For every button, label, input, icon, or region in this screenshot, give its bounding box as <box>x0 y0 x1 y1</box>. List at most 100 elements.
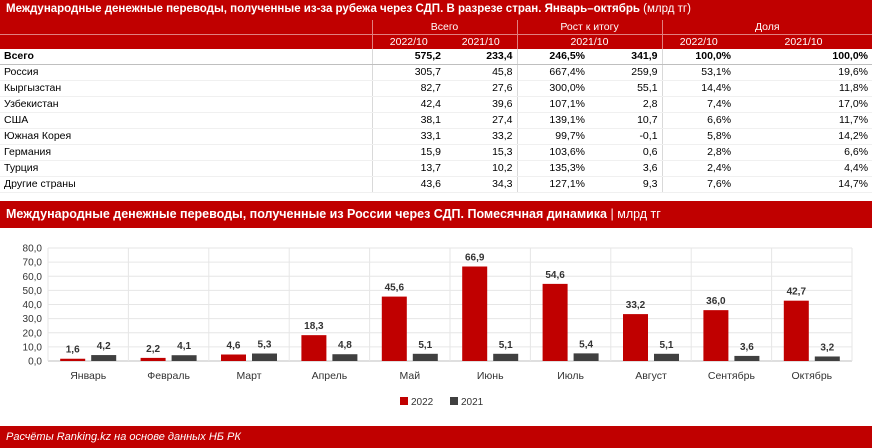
x-tick-label: Октябрь <box>791 370 832 382</box>
chart-title: Международные денежные переводы, получен… <box>6 207 607 221</box>
monthly-bar-chart: 0,0 10,0 20,0 30,0 40,0 50,0 60,0 70,0 80,0 1,6 4,… <box>23 244 853 408</box>
data-label-2021: 5,1 <box>418 340 432 351</box>
table-row: Другие страны 43,6 34,3 127,1% 9,3 7,6% 14,7% <box>0 176 872 193</box>
x-tick-label: Сентябрь <box>708 370 756 382</box>
value-cell: 135,3% <box>516 160 590 177</box>
bar-2021 <box>493 353 519 361</box>
bar-2022 <box>783 300 809 361</box>
value-cell: 27,6 <box>445 80 518 97</box>
data-label-2021: 4,8 <box>338 340 352 351</box>
data-label-2021: 3,2 <box>820 342 834 353</box>
x-tick-label: Февраль <box>147 370 190 382</box>
sub-header: 2021/10 <box>516 34 663 49</box>
y-tick-label: 0,0 <box>28 357 42 368</box>
data-label-2022: 36,0 <box>706 296 726 307</box>
y-tick-label: 50,0 <box>23 286 43 297</box>
bar-2022 <box>140 357 166 361</box>
value-cell: 39,6 <box>445 96 518 113</box>
y-tick-label: 80,0 <box>23 244 43 255</box>
value-cell: 14,7% <box>735 176 872 193</box>
sub-header: 2021/10 <box>445 34 518 49</box>
table-row: Турция 13,7 10,2 135,3% 3,6 2,4% 4,4% <box>0 160 872 177</box>
value-cell: 6,6% <box>735 144 872 161</box>
table-row: Россия 305,7 45,8 667,4% 259,9 53,1% 19,6% <box>0 64 872 81</box>
value-cell: 43,6 <box>371 176 445 193</box>
group-header-growth: Рост к итогу <box>516 20 663 35</box>
bar-2022 <box>301 335 327 361</box>
bar-2022 <box>703 310 729 361</box>
x-tick-label: Май <box>400 370 421 382</box>
value-cell: 341,9 <box>589 49 663 65</box>
bar-2022 <box>60 358 86 361</box>
value-cell: 7,4% <box>661 96 736 113</box>
group-header-share: Доля <box>661 20 872 35</box>
y-tick-label: 60,0 <box>23 272 43 283</box>
data-label-2021: 5,1 <box>660 340 674 351</box>
value-cell: 7,6% <box>661 176 736 193</box>
table-row: Южная Корея 33,1 33,2 99,7% -0,1 5,8% 14,2% <box>0 128 872 145</box>
chart-title-bar: Международные денежные переводы, получен… <box>0 201 872 228</box>
x-tick-label: Апрель <box>312 370 348 382</box>
table-row: Узбекистан 42,4 39,6 107,1% 2,8 7,4% 17,0% <box>0 96 872 113</box>
y-tick-label: 40,0 <box>23 300 43 311</box>
data-label-2022: 45,6 <box>385 283 405 294</box>
value-cell: 100,0% <box>661 49 736 65</box>
bar-2021 <box>332 354 358 361</box>
x-tick-label: Март <box>236 370 261 382</box>
country-cell: Германия <box>0 144 372 161</box>
value-cell: 246,5% <box>516 49 590 65</box>
country-cell: Россия <box>0 64 372 81</box>
value-cell: 127,1% <box>516 176 590 193</box>
data-label-2022: 4,6 <box>227 341 241 352</box>
value-cell: 17,0% <box>735 96 872 113</box>
y-tick-label: 20,0 <box>23 328 43 339</box>
sub-header: 2021/10 <box>735 34 872 49</box>
bar-2021 <box>412 353 438 361</box>
value-cell: 2,4% <box>661 160 736 177</box>
x-tick-label: Июль <box>557 370 584 382</box>
value-cell: 9,3 <box>589 176 663 193</box>
x-tick-label: Июнь <box>477 370 504 382</box>
value-cell: 10,2 <box>445 160 518 177</box>
country-cell: Другие страны <box>0 176 372 193</box>
bar-2022 <box>542 283 568 361</box>
bar-2021 <box>252 353 277 361</box>
value-cell: 233,4 <box>445 49 518 65</box>
table-title-bar: Международные денежные переводы, получен… <box>0 0 872 20</box>
table-row: США 38,1 27,4 139,1% 10,7 6,6% 11,7% <box>0 112 872 129</box>
x-tick-label: Январь <box>70 370 107 382</box>
value-cell: 139,1% <box>516 112 590 129</box>
country-cell: Южная Корея <box>0 128 372 145</box>
data-label-2021: 3,6 <box>740 342 754 353</box>
x-tick-label: Август <box>635 370 667 382</box>
value-cell: 575,2 <box>371 49 445 65</box>
data-label-2021: 5,1 <box>499 340 513 351</box>
value-cell: -0,1 <box>589 128 663 145</box>
value-cell: 107,1% <box>516 96 590 113</box>
table-row: Германия 15,9 15,3 103,6% 0,6 2,8% 6,6% <box>0 144 872 161</box>
bar-2021 <box>654 353 679 361</box>
data-label-2021: 4,1 <box>177 341 191 352</box>
data-label-2022: 42,7 <box>787 287 807 298</box>
value-cell: 34,3 <box>445 176 518 193</box>
table-title: Международные денежные переводы, получен… <box>6 3 640 15</box>
y-tick-label: 10,0 <box>23 342 43 353</box>
legend-label-2022: 2022 <box>411 397 434 408</box>
sub-header: 2022/10 <box>661 34 736 49</box>
value-cell: 27,4 <box>445 112 518 129</box>
value-cell: 0,6 <box>589 144 663 161</box>
bar-2022 <box>462 266 488 361</box>
value-cell: 19,6% <box>735 64 872 81</box>
country-cell: Всего <box>0 49 372 65</box>
value-cell: 14,2% <box>735 128 872 145</box>
bar-2021 <box>91 355 117 361</box>
bar-2022 <box>221 354 246 361</box>
value-cell: 45,8 <box>445 64 518 81</box>
value-cell: 4,4% <box>735 160 872 177</box>
legend-swatch-2022 <box>400 397 408 405</box>
value-cell: 2,8 <box>589 96 663 113</box>
value-cell: 15,3 <box>445 144 518 161</box>
legend-label-2021: 2021 <box>461 397 484 408</box>
country-cell: Кыргызстан <box>0 80 372 97</box>
sub-header: 2022/10 <box>371 34 445 49</box>
